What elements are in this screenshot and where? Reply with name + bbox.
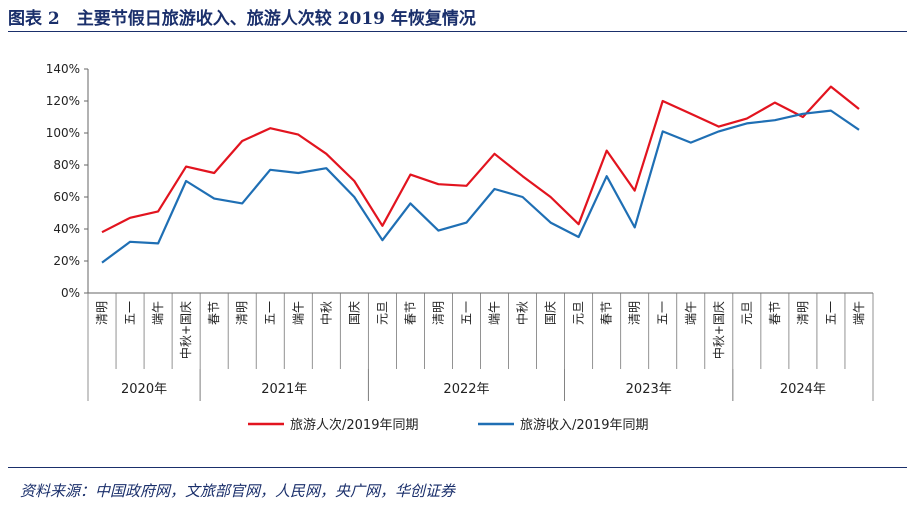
y-tick-label: 80% (53, 158, 80, 172)
category-label: 五一 (656, 301, 670, 325)
category-label: 元旦 (740, 301, 754, 325)
y-tick-label: 60% (53, 190, 80, 204)
category-label: 中秋 (318, 301, 333, 325)
year-label: 2023年 (626, 382, 672, 397)
category-label: 春节 (403, 301, 417, 325)
category-label: 五一 (263, 301, 277, 325)
series-line-visitors (101, 85, 860, 234)
y-tick-label: 100% (46, 126, 80, 140)
category-label: 中秋+国庆 (178, 301, 193, 359)
line-chart: 0%20%40%60%80%100%120%140%清明 五一 端午 中秋+国庆 春节清… (46, 62, 874, 433)
category-label: 清明 (95, 301, 109, 325)
y-tick-label: 140% (46, 62, 80, 76)
y-tick-label: 120% (46, 94, 80, 108)
category-label: 清明 (796, 301, 810, 325)
category-label: 元旦 (572, 301, 586, 325)
series-line-revenue (101, 109, 860, 264)
legend-label-visitors: 旅游人次/2019年同期 (290, 417, 418, 433)
category-label: 清明 (235, 301, 249, 325)
year-label: 2024年 (780, 382, 826, 397)
category-label: 春节 (600, 301, 614, 325)
category-label: 元旦 (375, 301, 389, 325)
y-tick-label: 20% (53, 254, 80, 268)
legend-label-revenue: 旅游收入/2019年同期 (520, 418, 648, 433)
year-label: 2022年 (443, 382, 489, 397)
category-label: 端午 (291, 301, 305, 325)
y-tick-label: 0% (61, 286, 80, 300)
year-label: 2020年 (121, 382, 167, 397)
category-label: 端午 (852, 301, 866, 325)
category-label: 五一 (824, 301, 838, 325)
category-label: 中秋+国庆 (711, 301, 726, 359)
category-label: 春节 (207, 301, 221, 325)
category-label: 春节 (768, 301, 782, 325)
footer-divider (8, 467, 907, 468)
title-divider (8, 31, 907, 32)
category-label: 清明 (431, 301, 445, 325)
category-label: 端午 (488, 301, 502, 325)
chart-title: 图表 2 主要节假日旅游收入、旅游人次较 2019 年恢复情况 (8, 9, 476, 29)
category-label: 五一 (459, 301, 473, 325)
year-label: 2021年 (261, 382, 307, 397)
y-tick-label: 40% (53, 222, 80, 236)
category-label: 国庆 (347, 301, 361, 325)
category-label: 国庆 (544, 301, 558, 325)
source-note: 资料来源：中国政府网，文旅部官网，人民网，央广网，华创证券 (20, 482, 456, 500)
category-label: 五一 (123, 301, 137, 325)
category-label: 中秋 (515, 301, 530, 325)
category-label: 清明 (628, 301, 642, 325)
category-label: 端午 (684, 301, 698, 325)
category-label: 端午 (151, 301, 165, 325)
